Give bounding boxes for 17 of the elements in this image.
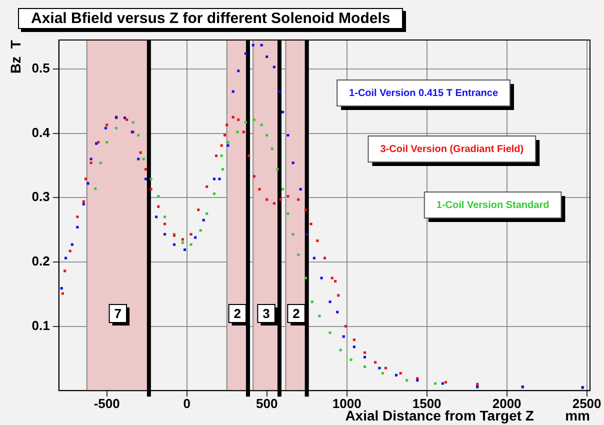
x-tick-label: -500 xyxy=(94,396,120,411)
y-tick-label: 0.5 xyxy=(32,60,50,76)
text: 1-Coil Version Standard xyxy=(436,200,550,211)
y-axis-title: Bz T xyxy=(7,40,24,74)
text: 1-Coil Version 0.415 T Entrance xyxy=(349,88,498,99)
x-tick-label: 0 xyxy=(183,396,190,411)
y-tick-label: 0.1 xyxy=(32,318,50,333)
band-label: 2 xyxy=(234,306,242,322)
x-tick-label: 500 xyxy=(256,396,278,411)
y-tick-label: 0.4 xyxy=(32,124,51,140)
band-label: 3 xyxy=(262,306,270,322)
band-label: 2 xyxy=(292,306,300,322)
y-tick-label: 0.2 xyxy=(32,254,50,269)
band-label: 7 xyxy=(114,306,122,322)
chart-title: Axial Bfield versus Z for different Solenoid Models xyxy=(18,8,404,29)
text: 3-Coil Version (Gradiant Field) xyxy=(380,144,524,155)
y-tick-label: 0.3 xyxy=(32,189,50,204)
